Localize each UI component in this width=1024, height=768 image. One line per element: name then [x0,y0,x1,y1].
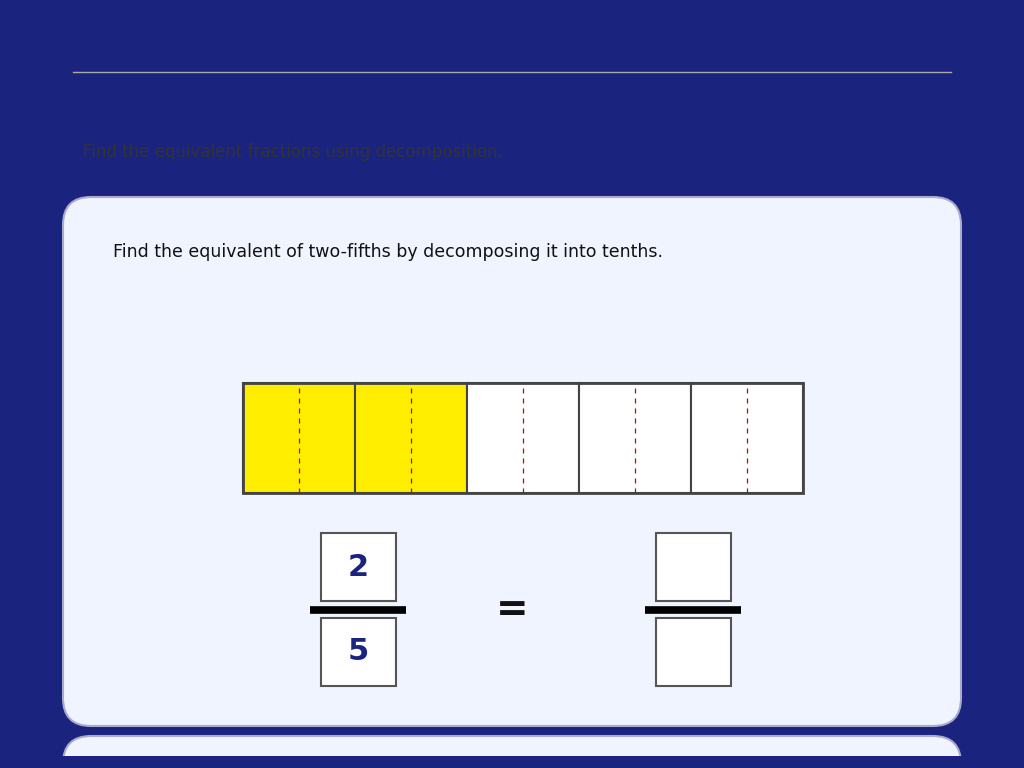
Bar [243,383,355,493]
Text: =: = [496,591,528,629]
FancyBboxPatch shape [63,197,961,726]
Bar [655,533,730,601]
Bar [321,618,395,686]
Text: Find the equivalent of two-fifths by decomposing it into tenths.: Find the equivalent of two-fifths by dec… [113,243,663,261]
Bar [321,533,395,601]
Bar [691,383,803,493]
Text: 5: 5 [347,637,369,667]
Bar [355,383,467,493]
FancyBboxPatch shape [63,736,961,768]
Text: Fraction Equivalence Using Decomposition: Fraction Equivalence Using Decomposition [83,103,782,131]
Bar [655,618,730,686]
Bar [467,383,579,493]
Text: Find the equivalent fractions using decomposition.: Find the equivalent fractions using deco… [83,143,503,161]
Text: 2: 2 [347,553,369,582]
Bar [579,383,691,493]
Bar [243,383,803,493]
Text: Splash: Splash [83,41,151,59]
Text: Learn: Learn [141,41,191,59]
